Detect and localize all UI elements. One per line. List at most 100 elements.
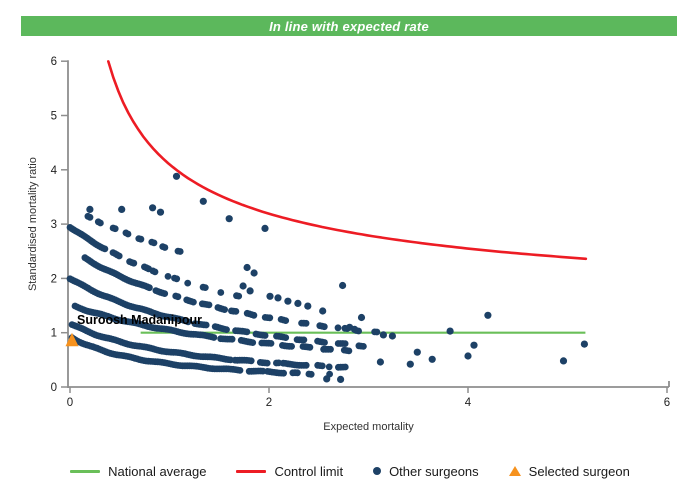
other-surgeon-point xyxy=(274,294,282,302)
other-surgeon-point xyxy=(334,324,342,332)
other-surgeon-point xyxy=(217,289,225,296)
other-surgeon-point xyxy=(201,284,209,291)
other-surgeon-point xyxy=(184,279,192,287)
other-surgeon-point xyxy=(111,225,119,233)
other-surgeon-point xyxy=(464,352,472,360)
other-surgeon-point xyxy=(302,319,310,327)
other-surgeon-point xyxy=(250,311,258,319)
y-tick-label: 5 xyxy=(51,111,57,123)
other-surgeon-point xyxy=(266,292,274,300)
other-surgeon-point xyxy=(288,343,295,350)
other-surgeon-point xyxy=(118,205,126,213)
other-surgeon-point xyxy=(580,340,589,348)
other-surgeon-point xyxy=(115,252,123,260)
x-axis-title: Expected mortality xyxy=(323,421,414,433)
other-surgeon-point xyxy=(406,360,414,368)
y-tick-label: 3 xyxy=(51,219,57,231)
legend-label: Selected surgeon xyxy=(528,463,630,479)
other-surgeon-point xyxy=(341,340,349,347)
other-surgeon-point xyxy=(86,213,94,221)
status-banner-text: In line with expected rate xyxy=(269,18,429,34)
legend-label: Other surgeons xyxy=(389,463,479,479)
other-surgeon-point xyxy=(376,358,384,366)
other-surgeon-point xyxy=(202,321,210,329)
other-surgeon-point xyxy=(306,343,314,351)
legend-item-control-limit: Control limit xyxy=(236,464,343,479)
selected-surgeon-marker xyxy=(65,332,79,347)
other-surgeon-point xyxy=(294,369,301,377)
other-surgeon-point xyxy=(172,172,181,180)
national-average-line-icon xyxy=(70,469,101,473)
selected-surgeon-label: Suroosh Madanipour xyxy=(77,313,202,327)
other-surgeon-point xyxy=(327,345,334,353)
other-surgeon-point xyxy=(321,339,328,346)
other-surgeon-point xyxy=(246,287,254,295)
other-surgeon-point xyxy=(357,313,366,322)
other-surgeon-point xyxy=(294,299,302,307)
y-tick-label: 4 xyxy=(51,165,58,177)
other-surgeon-point xyxy=(243,328,251,336)
other-surgeon-point xyxy=(261,224,269,232)
other-surgeon-point xyxy=(249,339,257,346)
other-surgeon-point xyxy=(300,336,308,344)
other-surgeon-point xyxy=(323,375,331,383)
other-surgeon-point xyxy=(161,290,169,297)
other-surgeon-point xyxy=(149,204,157,212)
funnel-plot-canvas: 0 1 2 3 4 5 6 0 2 4 6 Expected mortality Standardise… xyxy=(27,56,670,433)
other-surgeon-point xyxy=(360,343,367,350)
y-tick-label: 2 xyxy=(51,273,57,285)
other-surgeons-dot-icon xyxy=(373,467,382,475)
other-surgeon-point xyxy=(379,331,387,339)
other-surgeon-point xyxy=(373,328,381,336)
legend-label: Control limit xyxy=(274,463,344,479)
legend-label: National average xyxy=(108,463,207,479)
other-surgeon-point xyxy=(174,293,182,301)
other-surgeon-point xyxy=(341,363,349,371)
other-surgeon-point xyxy=(266,314,274,322)
other-surgeon-point xyxy=(428,355,436,363)
other-surgeon-point xyxy=(210,334,218,341)
other-surgeon-point xyxy=(232,308,240,315)
other-surgeon-point xyxy=(161,244,169,251)
other-surgeon-point xyxy=(280,369,287,377)
other-surgeon-point xyxy=(225,215,233,223)
other-surgeon-point xyxy=(388,332,396,340)
other-surgeon-point xyxy=(239,282,247,290)
other-surgeon-point xyxy=(345,347,353,355)
other-surgeon-point xyxy=(124,230,132,238)
other-surgeon-point xyxy=(86,205,94,213)
other-surgeon-point xyxy=(282,317,290,324)
selected-surgeon-triangle-icon xyxy=(508,466,521,476)
other-surgeon-point xyxy=(319,307,327,315)
x-tick-label: 0 xyxy=(67,397,73,409)
y-tick-label: 1 xyxy=(51,328,57,340)
other-surgeon-point xyxy=(243,263,251,272)
other-surgeon-point xyxy=(190,298,197,306)
control-limit-line-icon xyxy=(236,469,267,473)
other-surgeon-point xyxy=(302,361,310,369)
other-surgeon-point xyxy=(339,281,347,290)
other-surgeon-point xyxy=(282,334,290,341)
other-surgeon-point xyxy=(156,208,165,216)
x-tick-label: 6 xyxy=(664,397,670,409)
other-surgeon-point xyxy=(284,297,292,305)
other-surgeon-point xyxy=(263,359,271,367)
other-surgeon-point xyxy=(97,219,104,227)
other-surgeon-point xyxy=(199,197,207,205)
other-surgeon-point xyxy=(267,340,275,347)
status-banner: In line with expected rate xyxy=(21,16,677,36)
other-surgeon-point xyxy=(304,302,312,310)
other-surgeon-point xyxy=(307,370,315,378)
control-limit-curve xyxy=(107,60,588,261)
other-surgeon-point xyxy=(176,248,184,255)
chart-legend: National average Control limit Other sur… xyxy=(0,459,700,483)
legend-item-selected-surgeon: Selected surgeon xyxy=(508,463,630,479)
other-surgeon-point xyxy=(236,367,244,374)
other-surgeon-point xyxy=(337,375,345,383)
other-surgeon-point xyxy=(559,357,568,365)
other-surgeon-point xyxy=(320,323,328,331)
other-surgeon-point xyxy=(235,292,243,300)
other-surgeon-point xyxy=(261,332,269,339)
other-surgeon-point xyxy=(130,259,138,267)
other-surgeon-point xyxy=(221,306,229,313)
